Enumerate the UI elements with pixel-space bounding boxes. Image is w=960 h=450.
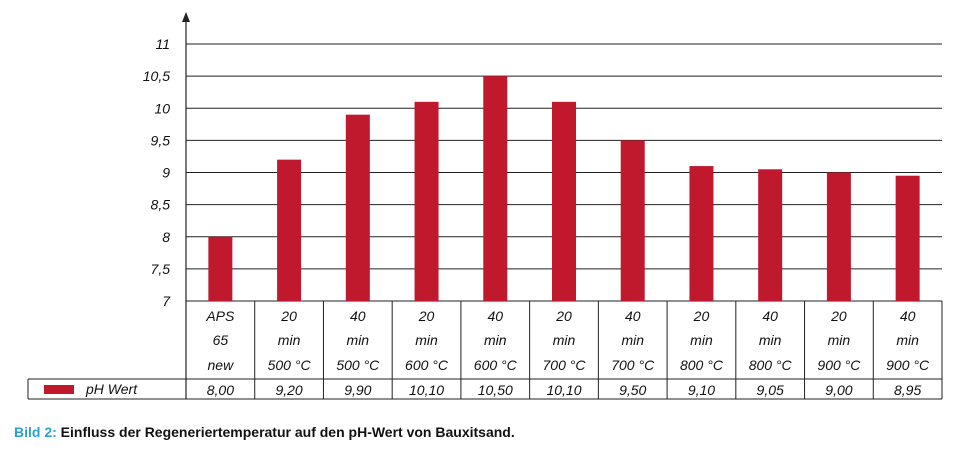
x-category-label: 20 <box>555 308 572 324</box>
x-category-label: APS <box>205 308 235 324</box>
caption-text: Einfluss der Regeneriertemperatur auf de… <box>60 424 515 440</box>
x-category-label: 500 °C <box>336 357 380 373</box>
data-value-label: 8,95 <box>894 382 921 398</box>
x-category-label: min <box>553 332 576 348</box>
bar <box>483 76 508 301</box>
x-category-label: 20 <box>830 308 847 324</box>
bar <box>758 169 783 301</box>
bar <box>277 159 302 301</box>
data-value-label: 9,10 <box>688 382 715 398</box>
data-value-label: 9,90 <box>344 382 371 398</box>
y-tick-label: 8,5 <box>151 197 171 213</box>
x-category-label: min <box>484 332 507 348</box>
y-tick-label: 7,5 <box>151 261 171 277</box>
bar <box>345 114 370 301</box>
data-value-label: 10,10 <box>546 382 581 398</box>
data-value-label: 8,00 <box>207 382 234 398</box>
x-category-label: min <box>759 332 782 348</box>
x-category-label: 40 <box>900 308 916 324</box>
data-value-label: 9,05 <box>757 382 784 398</box>
data-value-label: 9,50 <box>619 382 646 398</box>
x-category-label: min <box>278 332 301 348</box>
bar <box>208 236 233 301</box>
data-value-label: 9,00 <box>825 382 852 398</box>
ph-bar-chart: 7 7,5 8 8,5 9 9,5 10 10,5 11 APS 65 new 20 min 500 °C 4… <box>27 12 943 400</box>
y-tick-label: 9 <box>162 165 170 181</box>
x-category-label: 20 <box>418 308 435 324</box>
x-category-label: 600 °C <box>405 357 449 373</box>
y-tick-label: 7 <box>162 293 171 309</box>
legend-label: pH Wert <box>85 381 138 397</box>
y-tick-label: 9,5 <box>151 132 171 148</box>
data-value-label: 9,20 <box>275 382 302 398</box>
x-category-label: 20 <box>280 308 297 324</box>
data-value-label: 10,50 <box>478 382 513 398</box>
x-category-label: 900 °C <box>817 357 861 373</box>
x-category-label: 20 <box>693 308 710 324</box>
x-category-label: 40 <box>762 308 778 324</box>
y-tick-label: 8 <box>162 229 170 245</box>
x-category-label: 40 <box>350 308 366 324</box>
data-value-label: 10,10 <box>409 382 444 398</box>
bar <box>826 172 851 301</box>
x-category-label: 500 °C <box>268 357 312 373</box>
x-category-label: min <box>690 332 713 348</box>
y-tick-label: 10 <box>154 100 170 116</box>
x-category-label: min <box>828 332 851 348</box>
x-category-label: min <box>896 332 919 348</box>
legend-swatch <box>44 385 74 394</box>
x-category-label: 700 °C <box>611 357 655 373</box>
x-category-label: min <box>347 332 370 348</box>
x-category-label: new <box>208 357 235 373</box>
y-tick-label: 10,5 <box>143 68 170 84</box>
x-category-label: 40 <box>487 308 503 324</box>
bar <box>895 175 920 301</box>
bar <box>414 101 439 301</box>
x-category-label: min <box>415 332 438 348</box>
x-category-label: 900 °C <box>886 357 930 373</box>
x-category-label: 65 <box>213 332 229 348</box>
x-category-label: 800 °C <box>749 357 793 373</box>
figure-caption: Bild 2: Einfluss der Regeneriertemperatu… <box>14 424 515 440</box>
bar <box>552 101 576 301</box>
x-category-label: min <box>621 332 644 348</box>
bar <box>620 140 645 301</box>
x-category-label: 700 °C <box>543 357 587 373</box>
x-category-label: 40 <box>625 308 641 324</box>
y-axis-arrow <box>182 12 190 22</box>
x-category-label: 600 °C <box>474 357 518 373</box>
x-category-label: 800 °C <box>680 357 724 373</box>
caption-label: Bild 2: <box>14 424 57 440</box>
y-tick-label: 11 <box>155 36 170 52</box>
bar <box>689 166 714 301</box>
